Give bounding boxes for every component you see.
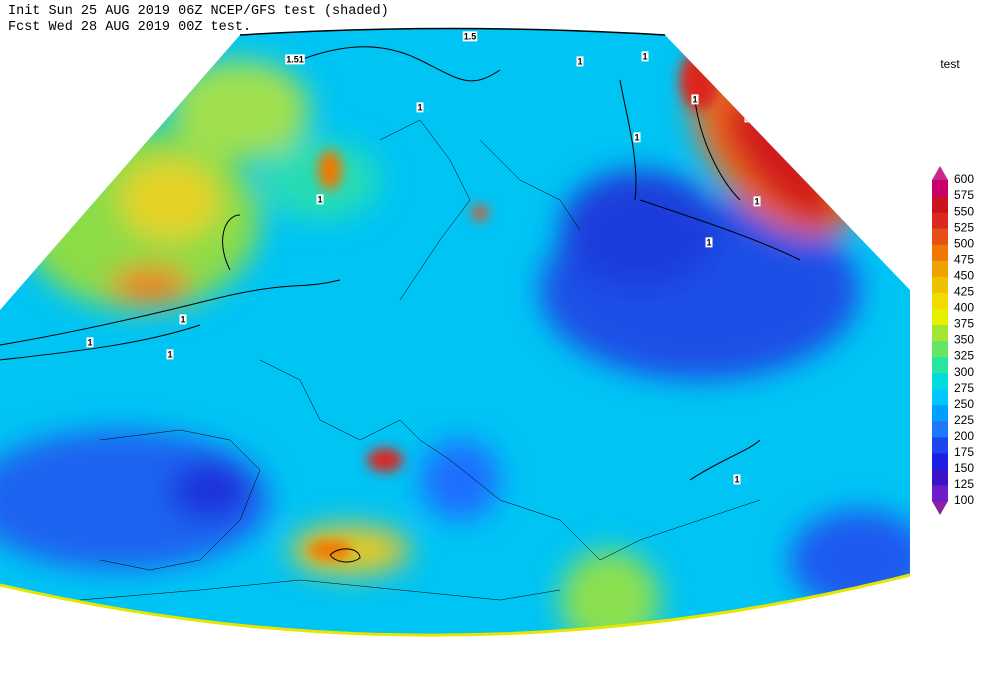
colorbar-label: 125 (954, 477, 974, 491)
colorbar-label: 425 (954, 285, 974, 299)
header-fcst: Fcst Wed 28 AUG 2019 00Z test. (8, 20, 251, 35)
contour-label-bg (691, 94, 699, 105)
colorbar-box (932, 436, 948, 454)
colorbar-label: 525 (954, 220, 974, 234)
contour-label: 1 (754, 196, 759, 206)
colorbar-label: 325 (954, 349, 974, 363)
colorbar-box (932, 260, 948, 277)
colorbar-box (932, 404, 948, 422)
colorbar-box (932, 420, 948, 438)
contour-label-bg (705, 237, 713, 248)
colorbar-box (932, 452, 948, 470)
colorbar: 100 125 150 175 200 225 250 275 300 325 350 375 400 4… (932, 166, 974, 515)
colorbar-box (932, 308, 948, 325)
map-border-top (239, 27, 666, 36)
colorbar-box (932, 244, 948, 261)
contour-label: 1 (634, 132, 639, 142)
colorbar-box (932, 468, 948, 486)
colorbar-cap (932, 166, 948, 180)
colorbar-box (932, 484, 948, 502)
legend-title: test (940, 57, 960, 71)
colorbar-label: 275 (954, 381, 974, 395)
contour-label-bg (733, 474, 741, 485)
colorbar-cap (932, 501, 948, 515)
map-field: 1.5 1.51 1 1 1 1 1 1 1 1 1 1 1 1 1 1.5 (0, 28, 910, 669)
contour-label: 1 (180, 314, 185, 324)
colorbar-box (932, 356, 948, 374)
contour-label-bg (166, 349, 174, 360)
contour-label-bg (179, 314, 187, 325)
map-border-bottom (0, 573, 911, 637)
contour-label: 1 (642, 51, 647, 61)
colorbar-label: 100 (954, 493, 974, 507)
contour-label: 1 (317, 194, 322, 204)
contour-labels: 1.5 1.51 1 1 1 1 1 1 1 1 1 1 1 1 1 1.5 (86, 31, 761, 669)
colorbar-box (932, 340, 948, 358)
colorbar-box (932, 228, 948, 245)
colorbar-box (932, 212, 948, 229)
header-init: Init Sun 25 AUG 2019 06Z NCEP/GFS test (… (8, 4, 389, 19)
colorbar-label: 575 (954, 188, 974, 202)
contour-label-bg (576, 56, 584, 67)
contour-label-bg (753, 196, 761, 207)
colorbar-label: 350 (954, 333, 974, 347)
contour-label: 1.5 (464, 31, 477, 41)
contour-label: 1 (577, 56, 582, 66)
colorbar-box (932, 324, 948, 341)
contours (0, 46, 801, 563)
colorbar-label: 150 (954, 461, 974, 475)
contour-label-bg (633, 132, 641, 143)
colorbar-label: 200 (954, 429, 974, 443)
colorbar-box (932, 388, 948, 406)
colorbar-label: 475 (954, 252, 974, 266)
contour-label: 1 (745, 112, 750, 122)
colorbar-label: 600 (954, 172, 974, 186)
contour-label: 1.5 (444, 659, 457, 669)
contour-label-bg (285, 54, 305, 65)
contour-label: 1 (692, 94, 697, 104)
colorbar-box (932, 196, 948, 213)
colorbar-label: 500 (954, 236, 974, 250)
colorbar-box (932, 372, 948, 390)
contour-label-bg (443, 659, 458, 669)
contour-label: 1.51 (286, 54, 304, 64)
contour-label: 1 (167, 349, 172, 359)
contour-label-bg (416, 102, 424, 113)
contour-label-bg (462, 31, 478, 42)
colorbar-label: 400 (954, 301, 974, 315)
colorbar-label: 300 (954, 365, 974, 379)
colorbar-label: 225 (954, 413, 974, 427)
contour-label: 1 (417, 102, 422, 112)
contour-label-bg (641, 51, 649, 62)
contour-label-bg (316, 194, 324, 205)
coastlines (79, 119, 761, 601)
colorbar-label: 175 (954, 445, 974, 459)
contour-label-bg (86, 337, 94, 348)
colorbar-label: 450 (954, 268, 974, 282)
contour-label: 1 (706, 237, 711, 247)
colorbar-box (932, 180, 948, 197)
colorbar-label: 375 (954, 317, 974, 331)
colorbar-label: 550 (954, 204, 974, 218)
colorbar-label: 250 (954, 397, 974, 411)
contour-label: 1 (734, 474, 739, 484)
colorbar-box (932, 292, 948, 309)
colorbar-box (932, 276, 948, 293)
contour-label: 1 (87, 337, 92, 347)
